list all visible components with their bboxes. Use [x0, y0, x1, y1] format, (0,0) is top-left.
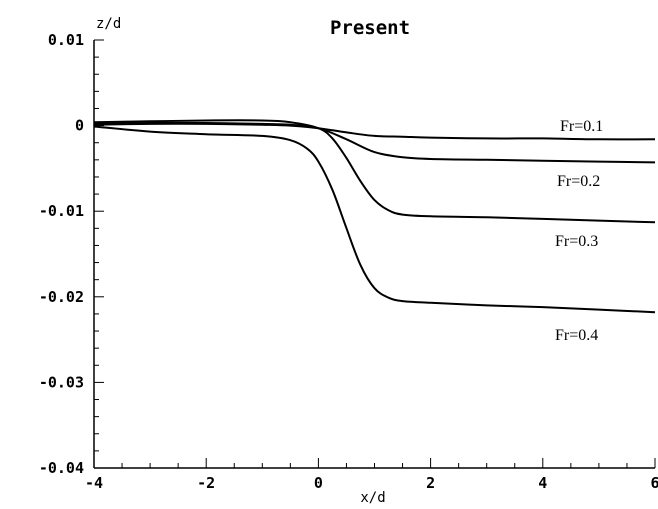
- x-tick-label: 4: [538, 474, 547, 492]
- y-tick-label: -0.04: [39, 459, 84, 477]
- x-tick-label: 6: [650, 474, 658, 492]
- x-tick-label: 2: [426, 474, 435, 492]
- y-tick-label: -0.03: [39, 373, 84, 391]
- series-line-fr-0-3: [93, 119, 656, 224]
- chart-title: Present: [330, 17, 410, 39]
- y-tick-label: -0.02: [39, 288, 84, 306]
- y-tick-label: 0: [75, 117, 84, 135]
- series-line-fr-0-2: [93, 121, 656, 164]
- x-axis-title: x/d: [360, 490, 385, 506]
- series-line-fr-0-4: [93, 125, 656, 314]
- y-axis-title: z/d: [96, 16, 121, 32]
- series-label: Fr=0.2: [557, 173, 600, 190]
- axes: [93, 40, 655, 469]
- series-label: Fr=0.1: [560, 118, 603, 135]
- y-tick-label: -0.01: [39, 202, 84, 220]
- series-group: Fr=0.1 Fr=0.2 Fr=0.3 Fr=0.4: [93, 118, 656, 344]
- series-label: Fr=0.4: [555, 327, 598, 344]
- x-tick-label: 0: [314, 474, 323, 492]
- x-tick-label: -4: [85, 474, 103, 492]
- series-label: Fr=0.3: [555, 233, 598, 250]
- y-tick-label: 0.01: [48, 31, 84, 49]
- ticks: 0.01 0 -0.01 -0.02 -0.03 -0.04-4 -2 0 2 4 6: [39, 31, 658, 492]
- x-tick-label: -2: [197, 474, 215, 492]
